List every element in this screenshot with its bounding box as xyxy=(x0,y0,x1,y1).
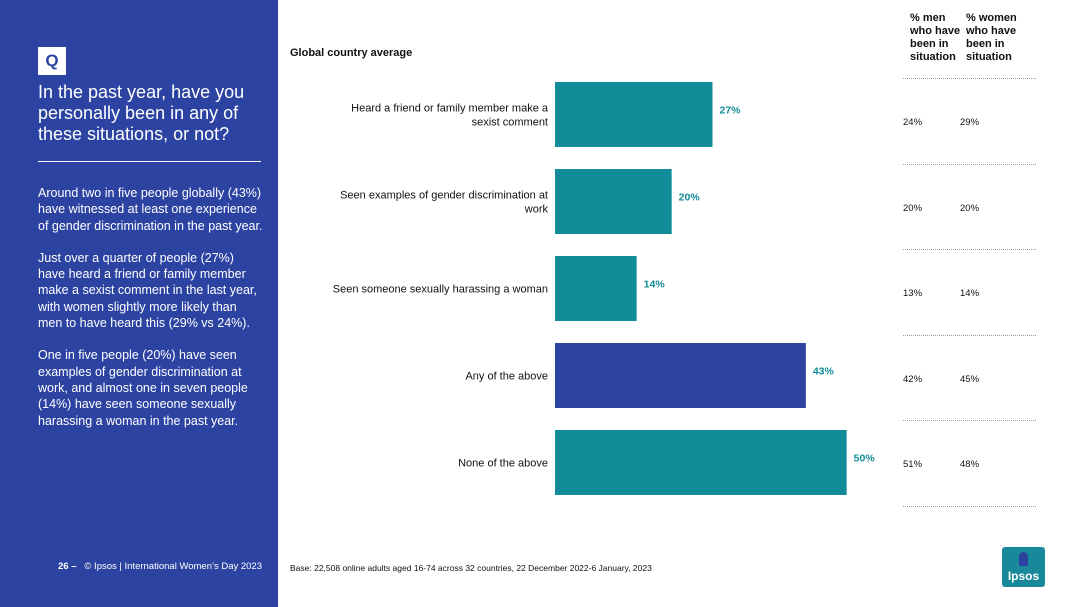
men-value-3: 13% xyxy=(903,288,923,299)
page-separator: – xyxy=(71,561,77,572)
men-column-header: % men who have been in situation xyxy=(910,12,961,63)
category-label-5: None of the above xyxy=(458,458,548,470)
table-divider xyxy=(903,420,1036,421)
men-value-4: 42% xyxy=(903,373,923,385)
sidebar-divider xyxy=(38,161,261,162)
men-value-1: 24% xyxy=(903,117,923,128)
question-text: In the past year, have you personally be… xyxy=(38,82,245,144)
footer-copyright: © Ipsos | International Women’s Day 2023 xyxy=(84,561,262,572)
bar-chart: 27% Heard a friend or family member make … xyxy=(333,82,876,495)
table-divider xyxy=(903,249,1036,250)
bar-2 xyxy=(555,169,672,234)
men-value-5: 51% xyxy=(903,459,923,470)
bar-3 xyxy=(555,256,637,321)
men-value-2: 20% xyxy=(903,202,923,214)
bar-4 xyxy=(555,343,806,408)
page-number: 26 xyxy=(57,561,69,572)
ipsos-logo-word: Ipsos xyxy=(1007,569,1040,583)
category-label-3: Seen someone sexually harassing a woman xyxy=(333,284,548,296)
sidebar-paragraphs: Around two in five people globally (43%)… xyxy=(38,185,263,445)
category-label-4: Any of the above xyxy=(465,371,548,383)
table-divider xyxy=(903,163,1036,165)
base-footnote: Base: 22,508 online adults aged 16-74 ac… xyxy=(290,563,652,573)
women-value-1: 29% xyxy=(960,117,980,128)
category-label-1: Heard a friend or family member make a se… xyxy=(351,103,549,129)
table-divider xyxy=(903,78,1036,79)
slide-footer: 26 – © Ipsos | International Women’s Day… xyxy=(0,561,262,572)
women-value-5: 48% xyxy=(960,459,980,470)
women-value-4: 45% xyxy=(960,373,980,385)
women-value-2: 20% xyxy=(960,202,980,214)
paragraph-3: One in five people (20%) have seen examp… xyxy=(38,348,248,428)
ipsos-logo-icon xyxy=(1019,552,1028,566)
sidebar: Q In the past year, have you personally … xyxy=(0,0,278,607)
question-badge: Q xyxy=(38,47,66,75)
paragraph-2: Just over a quarter of people (27%) have… xyxy=(38,250,257,331)
bar-5 xyxy=(555,430,847,495)
table-divider xyxy=(903,334,1036,336)
value-label-1: 27% xyxy=(720,105,742,117)
women-value-3: 14% xyxy=(960,288,980,299)
value-label-5: 50% xyxy=(854,453,876,465)
value-label-3: 14% xyxy=(644,279,666,291)
ipsos-logo: Ipsos xyxy=(1002,547,1045,587)
table-divider xyxy=(903,505,1036,507)
value-label-2: 20% xyxy=(679,192,701,204)
paragraph-1: Around two in five people globally (43%)… xyxy=(38,186,263,233)
value-label-4: 43% xyxy=(813,366,835,378)
bar-1 xyxy=(555,82,713,147)
chart-title: Global country average xyxy=(290,47,413,59)
women-column-header: % women who have been in situation xyxy=(966,12,1017,63)
category-label-2: Seen examples of gender discrimination a… xyxy=(340,190,548,216)
